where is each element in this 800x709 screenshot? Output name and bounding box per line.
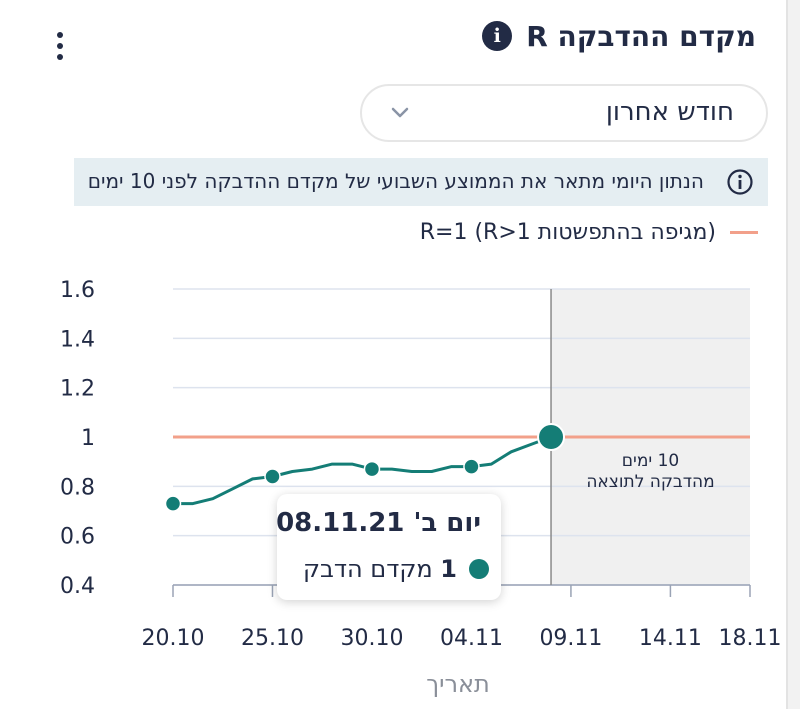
legend-swatch [730,230,758,234]
data-point [264,468,281,485]
active-data-point [537,423,566,451]
x-tick-label: 04.11 [440,626,503,651]
dots-icon [57,32,63,38]
data-point [363,460,381,478]
tooltip-date: יום ב' 08.11.21 [276,508,481,538]
period-select-value: חודש אחרון [605,97,734,127]
tooltip-text: 1 מקדם הדבק [303,555,457,583]
y-tick-label: 1 [81,426,95,451]
y-tick-label: 1.2 [60,377,95,402]
tooltip-series-dot [469,559,489,579]
notice-text: הנתון היומי מתאר את הממוצע השבועי של מקד… [87,169,704,193]
card-header: מקדם ההדבקה R i [482,14,756,58]
y-tick-label: 0.4 [60,574,95,599]
tooltip-row: 1 מקדם הדבק [303,552,489,586]
chart-legend: R=1 (R>1 מגיפה בהתפשטות) [420,212,758,252]
chart-tooltip: יום ב' 08.11.21 1 מקדם הדבק [276,494,501,600]
x-tick-label: 25.10 [241,626,304,651]
legend-label: R=1 (R>1 מגיפה בהתפשטות) [419,219,716,245]
data-point [463,458,480,475]
card-title: מקדם ההדבקה R [526,19,756,53]
x-axis-title: תאריך [426,670,490,698]
y-tick-label: 0.6 [60,525,95,550]
data-point [164,495,182,512]
x-tick-label: 30.10 [340,626,403,651]
x-tick-label: 18.11 [719,626,782,651]
projection-label-line2: מהדבקה לתוצאה [586,472,714,492]
series-line [171,435,553,506]
y-tick-label: 1.6 [60,278,95,303]
tooltip-label: מקדם הדבק [302,555,433,583]
x-tick-label: 14.11 [639,626,702,651]
info-icon[interactable]: i [482,21,513,51]
x-tick-label: 09.11 [539,626,602,651]
y-tick-label: 1.4 [60,327,95,352]
more-options-button[interactable] [46,28,74,64]
x-tick-label: 20.10 [142,626,205,651]
period-select[interactable]: חודש אחרון [360,84,768,142]
y-tick-label: 0.8 [60,475,95,500]
info-outline-icon [727,169,753,195]
info-notice: הנתון היומי מתאר את הממוצע השבועי של מקד… [74,158,768,206]
chevron-down-icon [391,107,409,118]
projection-label-line1: 10 ימים [622,451,679,471]
tooltip-value: 1 [440,555,457,583]
